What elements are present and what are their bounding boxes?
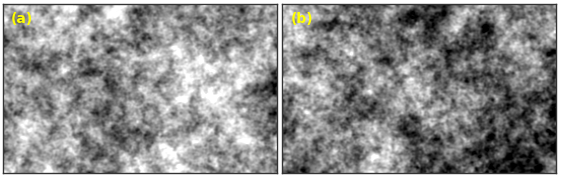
Text: (a): (a): [11, 12, 33, 26]
Text: (b): (b): [291, 12, 313, 26]
